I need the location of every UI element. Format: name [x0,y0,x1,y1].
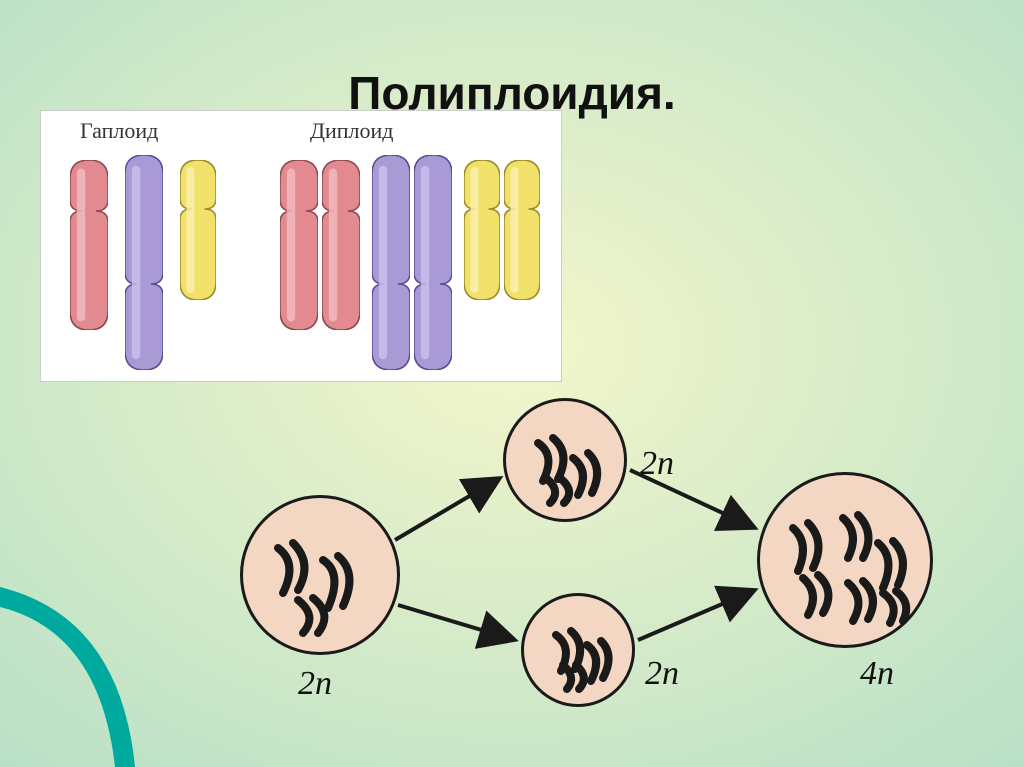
cell-c4 [757,472,933,648]
ploidy-label: 2n [645,655,679,693]
slide: Полиплоидия. ГаплоидДиплоид2n2n2n4n [0,0,1024,767]
arrows [0,0,1024,767]
cell-c3 [521,593,635,707]
ploidy-label: 2n [298,665,332,703]
cell-c2 [503,398,627,522]
cell-c1 [240,495,400,655]
ploidy-label: 2n [640,445,674,483]
ploidy-label: 4n [860,655,894,693]
